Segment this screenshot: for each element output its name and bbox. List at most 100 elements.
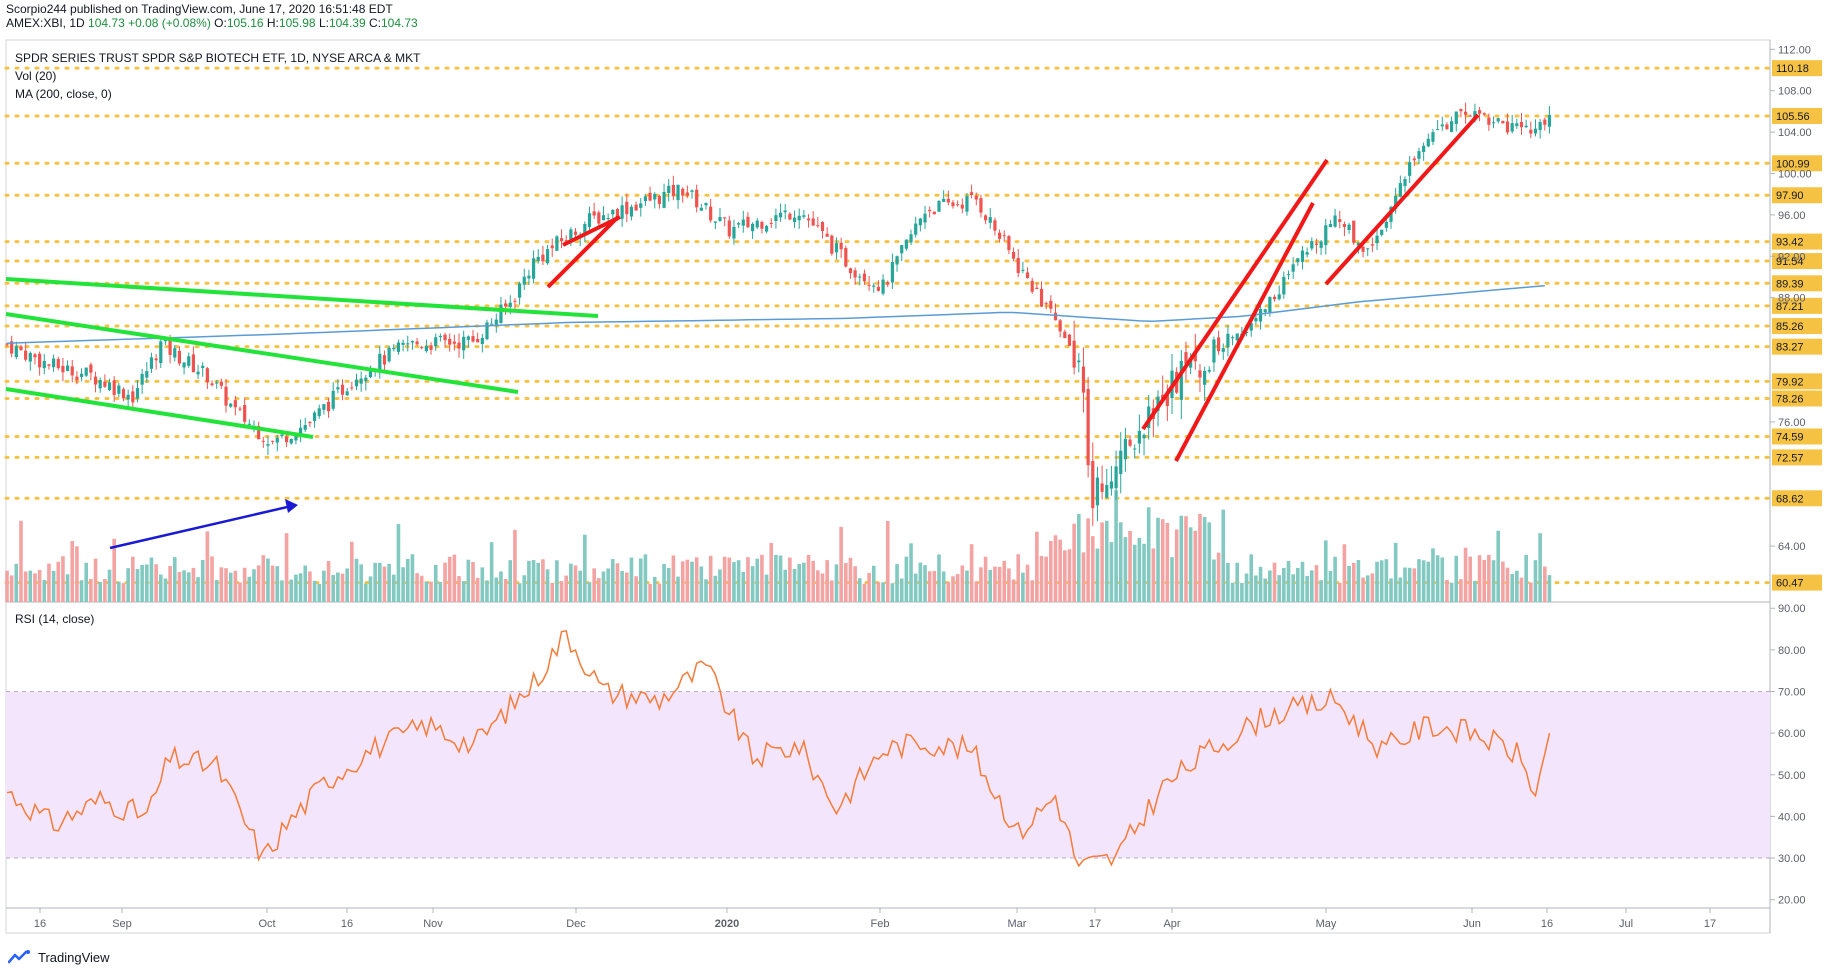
candle-body [154, 358, 158, 361]
candle-body [443, 334, 447, 341]
candle-body [238, 408, 242, 410]
volume-bar [284, 533, 289, 602]
volume-bar [606, 568, 610, 602]
price-level-tag [1772, 373, 1822, 390]
candle-body [713, 221, 717, 223]
volume-bar [1296, 567, 1300, 602]
candle-body [1436, 129, 1440, 131]
candle-body [75, 376, 79, 381]
volume-bar [359, 564, 363, 602]
volume-bar [1370, 573, 1375, 602]
candle-body [806, 218, 811, 221]
candle-body [1272, 296, 1277, 300]
price-axis[interactable]: 110.18 105.56 100.99 97.90 93.42 91.54 89.39 87… [1770, 44, 1822, 591]
candle-body [895, 256, 899, 265]
legend: SPDR SERIES TRUST SPDR S&P BIOTECH ETF, … [15, 51, 421, 626]
volume-bar [1412, 568, 1417, 602]
candle-body [173, 348, 177, 358]
candle-body [1431, 132, 1435, 142]
candle-body [531, 258, 536, 279]
volume-bar [489, 542, 494, 602]
candle-body [1491, 122, 1496, 124]
footer-branding[interactable]: TradingView [8, 949, 110, 965]
price-level-tag [1772, 187, 1822, 204]
red-channel-apr-lower [1174, 202, 1315, 462]
time-tick-label: Apr [1163, 918, 1180, 930]
volume-bar [401, 567, 405, 602]
candle-body [508, 302, 512, 308]
price-level-label: 89.39 [1776, 278, 1804, 290]
volume-bar [979, 567, 983, 602]
volume-bar [1095, 548, 1100, 602]
volume-bar [592, 568, 596, 602]
candle-body [5, 343, 9, 345]
volume-bar [158, 574, 163, 602]
candle-body [1128, 439, 1132, 446]
volume-bar [1533, 560, 1538, 602]
candle-body [499, 304, 503, 324]
volume-bar [1263, 578, 1267, 602]
volume-bar [569, 563, 573, 602]
candle-body [1305, 252, 1309, 255]
volume-bar [1463, 547, 1468, 602]
candle-body [1519, 121, 1524, 128]
candle-body [504, 303, 508, 307]
volume-bar [154, 564, 158, 602]
volume-bar [503, 578, 508, 602]
candle-body [513, 300, 517, 302]
volume-bar [778, 555, 783, 602]
candle-body [1277, 294, 1281, 300]
symbol-line: AMEX:XBI, 1D 104.73 +0.08 (+0.08%) O:105… [6, 16, 418, 30]
candle-body [303, 425, 307, 430]
volume-bar [168, 566, 172, 602]
rsi-axis[interactable]: 90.00 80.00 70.00 60.00 50.00 40.00 30.00 20.00 [1770, 603, 1806, 907]
trend-lines [5, 113, 1480, 550]
volume-bar [708, 555, 713, 602]
time-axis[interactable]: 16 Sep Oct 16 Nov Dec 2020 Feb Mar 17 Apr May Jun 16 J… [34, 908, 1716, 930]
candle-body [1244, 331, 1249, 333]
candle-body [1039, 288, 1044, 307]
volume-bar [1044, 556, 1048, 602]
candle-body [914, 223, 918, 235]
volume-bar [1440, 557, 1445, 602]
volume-bar [983, 556, 988, 602]
candle-body [210, 383, 214, 386]
candle-body [643, 196, 648, 202]
volume-bar [326, 561, 331, 602]
price-level-label: 93.42 [1776, 237, 1804, 249]
volume-bar [19, 520, 23, 602]
candle-body [61, 365, 65, 373]
price-level-tag [1772, 60, 1822, 77]
volume-bar [1417, 559, 1421, 602]
candle-body [1324, 225, 1328, 246]
volume-bar [1202, 517, 1207, 602]
candle-body [518, 283, 522, 298]
volume-bar [196, 577, 200, 602]
price-level-label: 74.59 [1776, 431, 1804, 443]
candle-body [1445, 124, 1449, 130]
volume-bar [662, 563, 666, 602]
candle-body [797, 215, 801, 221]
candle-body [1049, 300, 1053, 309]
price-tick-label: 64.00 [1778, 541, 1806, 553]
volume-bar [909, 543, 913, 602]
candle-body [667, 185, 671, 194]
candle-body [1133, 448, 1137, 450]
price-tick-label: 92.00 [1778, 251, 1806, 263]
volume-bar [70, 540, 75, 602]
candle-body [1403, 178, 1407, 187]
volume-bar [1025, 564, 1030, 602]
volume-bar [447, 556, 452, 602]
candle-body [1035, 287, 1039, 290]
candle-body [1203, 370, 1207, 385]
volume-bar [1529, 582, 1533, 602]
candle-body [997, 232, 1002, 239]
price-level-label: 60.47 [1776, 578, 1804, 590]
candle-body [312, 412, 317, 421]
volume-bar [802, 562, 806, 602]
candle-body [243, 405, 247, 422]
volume-bar [1323, 540, 1328, 602]
volume-bar [33, 573, 37, 602]
candle-body [1198, 370, 1202, 378]
